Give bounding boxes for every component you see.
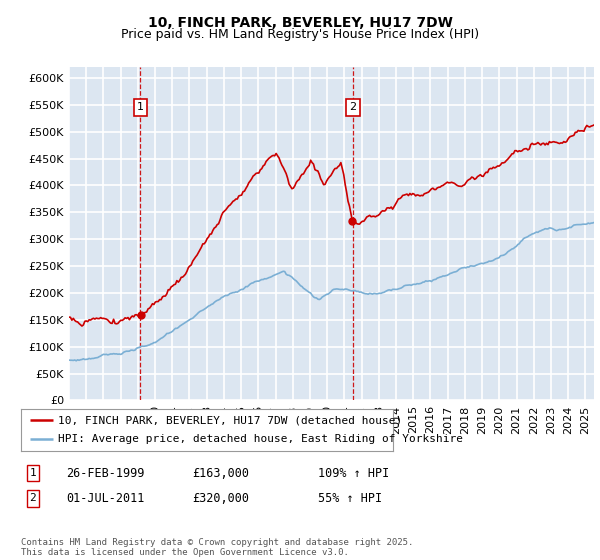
Text: 55% ↑ HPI: 55% ↑ HPI <box>318 492 382 505</box>
Text: 109% ↑ HPI: 109% ↑ HPI <box>318 466 389 480</box>
Text: £320,000: £320,000 <box>192 492 249 505</box>
Text: 1: 1 <box>29 468 37 478</box>
Text: 2: 2 <box>29 493 37 503</box>
Text: 10, FINCH PARK, BEVERLEY, HU17 7DW (detached house): 10, FINCH PARK, BEVERLEY, HU17 7DW (deta… <box>58 415 403 425</box>
Text: 26-FEB-1999: 26-FEB-1999 <box>66 466 145 480</box>
Text: HPI: Average price, detached house, East Riding of Yorkshire: HPI: Average price, detached house, East… <box>58 435 463 445</box>
Text: 01-JUL-2011: 01-JUL-2011 <box>66 492 145 505</box>
Text: £163,000: £163,000 <box>192 466 249 480</box>
Text: 10, FINCH PARK, BEVERLEY, HU17 7DW: 10, FINCH PARK, BEVERLEY, HU17 7DW <box>148 16 452 30</box>
Text: 1: 1 <box>137 102 144 112</box>
Text: Contains HM Land Registry data © Crown copyright and database right 2025.
This d: Contains HM Land Registry data © Crown c… <box>21 538 413 557</box>
Text: 2: 2 <box>349 102 356 112</box>
Text: Price paid vs. HM Land Registry's House Price Index (HPI): Price paid vs. HM Land Registry's House … <box>121 28 479 41</box>
